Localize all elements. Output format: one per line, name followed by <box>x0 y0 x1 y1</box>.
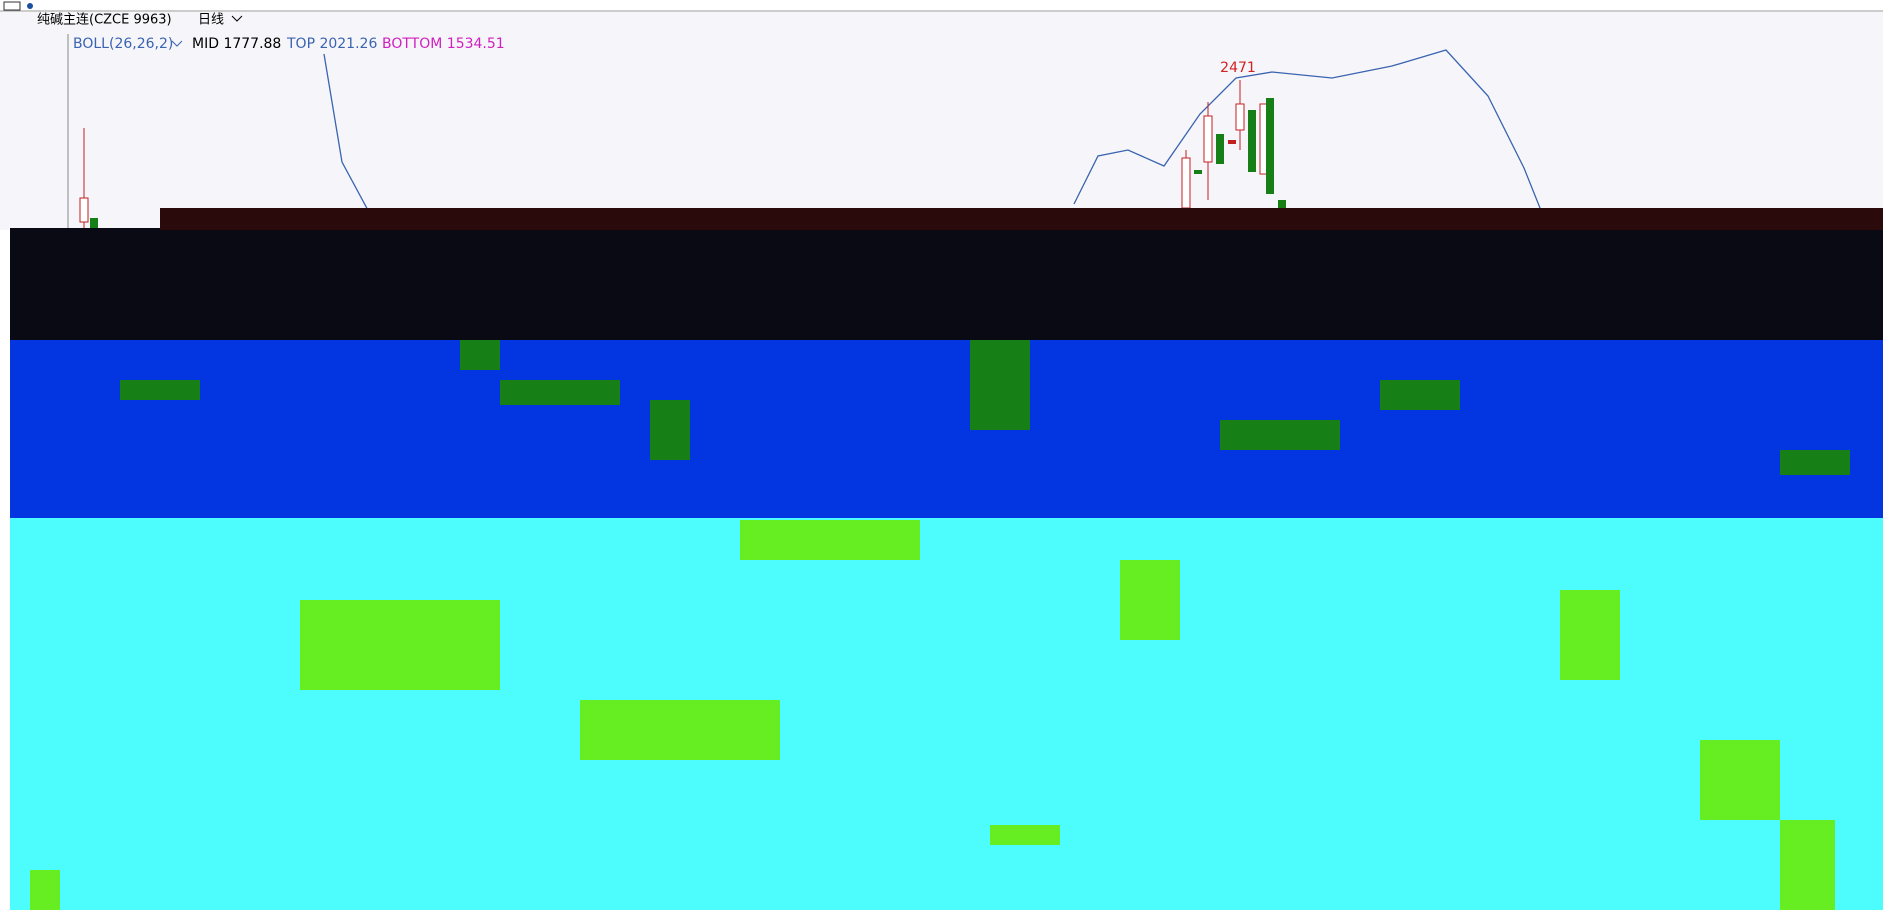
block <box>650 400 690 460</box>
block <box>300 600 500 690</box>
glitch-band <box>10 340 1883 518</box>
block <box>1780 820 1835 910</box>
candle <box>1194 170 1202 174</box>
block <box>1780 450 1850 475</box>
candle <box>79 197 89 223</box>
candle <box>90 218 98 230</box>
candle <box>1235 103 1245 131</box>
block <box>1120 560 1180 640</box>
block <box>1220 420 1340 450</box>
block <box>460 340 500 370</box>
glitch-blocks <box>120 340 1850 475</box>
toolbar <box>0 0 1883 12</box>
block <box>990 825 1060 845</box>
block <box>970 340 1030 430</box>
block <box>1380 380 1460 410</box>
indicator-bottom: BOTTOM 1534.51 <box>382 36 505 52</box>
block <box>1560 590 1620 680</box>
indicator-top: TOP 2021.26 <box>286 36 377 52</box>
block <box>500 380 620 405</box>
block <box>740 520 920 560</box>
glitch-band <box>10 518 1883 910</box>
glitch-band <box>160 208 1883 230</box>
period-chevron[interactable] <box>231 15 243 22</box>
candle <box>1228 140 1236 144</box>
boll-top-line <box>1073 49 1549 229</box>
period[interactable]: 日线 <box>198 13 224 28</box>
candle <box>1248 110 1256 172</box>
status-dot <box>27 3 33 9</box>
symbol[interactable]: 纯碱主连(CZCE 9963) <box>37 12 172 28</box>
candle <box>1203 115 1213 163</box>
block <box>1700 740 1780 820</box>
layout-icon[interactable] <box>3 1 21 11</box>
candle <box>1266 98 1274 194</box>
indicator-chevron[interactable] <box>171 40 183 47</box>
high-annotation: 2471 <box>1220 60 1256 76</box>
chart-area <box>0 12 1883 230</box>
candle <box>1216 134 1224 164</box>
indicator-mid: MID 1777.88 <box>192 36 281 52</box>
glitch-blocks <box>30 520 1835 910</box>
indicator-name[interactable]: BOLL(26,26,2) <box>73 36 173 52</box>
block <box>120 380 200 400</box>
block <box>580 700 780 760</box>
block <box>30 870 60 910</box>
glitch-band <box>10 228 1883 340</box>
candle <box>1181 157 1191 209</box>
